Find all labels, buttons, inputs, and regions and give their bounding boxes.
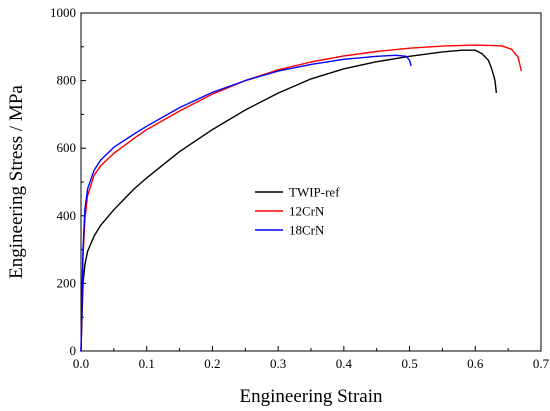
- y-tick-label: 200: [57, 275, 77, 290]
- legend-label: TWIP-ref: [289, 185, 340, 200]
- y-tick-label: 800: [57, 73, 77, 88]
- series-line-18crn: [80, 54, 412, 352]
- x-tick-label: 0.1: [139, 356, 155, 371]
- x-tick-label: 0.6: [467, 356, 484, 371]
- legend-label: 12CrN: [289, 204, 325, 219]
- y-axis-ticks: 0 200 400 600 800 1000: [50, 5, 86, 358]
- legend-label: 18CrN: [289, 223, 325, 238]
- legend: TWIP-ref 12CrN 18CrN: [255, 185, 340, 238]
- x-axis-ticks: 0.0 0.1 0.2 0.3 0.4 0.5 0.6 0.7: [73, 346, 550, 371]
- series-layer: [80, 44, 522, 352]
- x-tick-label: 0.5: [401, 356, 417, 371]
- x-tick-label: 0.4: [336, 356, 353, 371]
- x-tick-label: 0.7: [533, 356, 550, 371]
- y-tick-label: 400: [57, 208, 77, 223]
- x-tick-label: 0.3: [270, 356, 286, 371]
- y-axis-title: Engineering Stress / MPa: [6, 85, 27, 279]
- y-tick-label: 600: [57, 140, 77, 155]
- y-tick-label: 1000: [50, 5, 76, 20]
- x-tick-label: 0.0: [73, 356, 89, 371]
- y-tick-label: 0: [70, 343, 77, 358]
- x-axis-title: Engineering Strain: [240, 386, 383, 407]
- series-line-twip-ref: [80, 49, 497, 352]
- x-tick-label: 0.2: [204, 356, 220, 371]
